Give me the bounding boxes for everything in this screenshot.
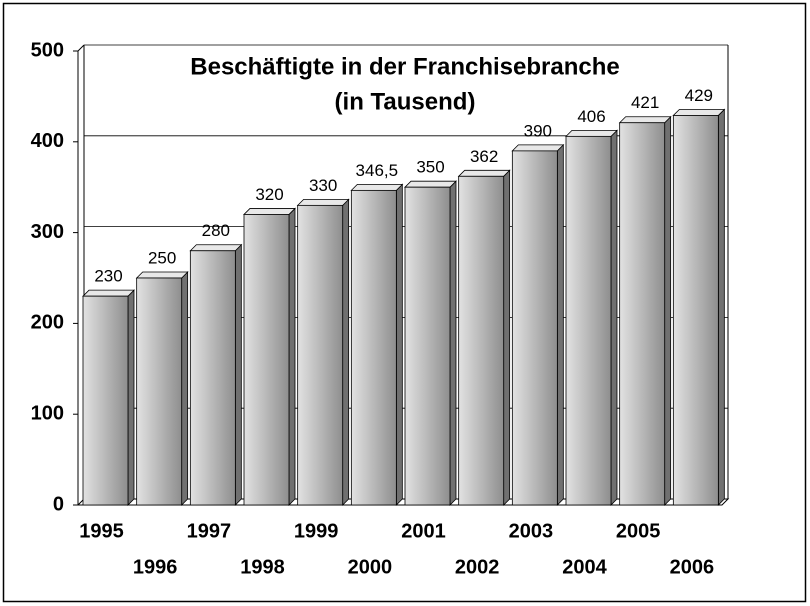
x-tick-label: 2002 [455, 556, 500, 578]
bar [565, 135, 612, 506]
value-label: 350 [416, 158, 444, 177]
bar-top [404, 180, 457, 188]
bar-top [511, 144, 565, 152]
bar-top [565, 129, 618, 137]
x-tick-label: 2001 [401, 520, 446, 542]
value-label: 346,5 [356, 161, 399, 180]
y-tick-label: 300 [31, 221, 64, 243]
value-label: 390 [524, 121, 552, 140]
bar-side [664, 115, 672, 506]
bar-top [82, 289, 135, 297]
bar-side [342, 198, 350, 506]
value-label: 406 [577, 107, 605, 126]
bar [82, 295, 129, 506]
value-label: 230 [94, 267, 122, 286]
bar [243, 214, 290, 506]
value-label: 330 [309, 176, 337, 195]
y-tick-label: 100 [31, 402, 64, 424]
value-label: 320 [255, 185, 283, 204]
value-label: 250 [148, 248, 176, 267]
bar-top [618, 116, 672, 124]
y-axis-depth [77, 44, 85, 52]
bar-top [243, 208, 296, 215]
bar-side [610, 129, 618, 506]
bar [458, 175, 505, 506]
bar-side [395, 183, 403, 506]
bar-top [457, 169, 511, 177]
x-tick-label: 1998 [240, 556, 285, 578]
y-tick-label: 500 [31, 39, 64, 61]
bar-side [449, 180, 457, 506]
bar-side [717, 108, 725, 506]
chart-title: Beschäftigte in der Franchisebranche [190, 53, 619, 80]
x-tick-label: 1996 [133, 556, 178, 578]
bar-side [288, 207, 296, 506]
value-label: 429 [685, 86, 713, 105]
y-tick-label: 200 [31, 312, 64, 334]
x-tick-label: 2003 [509, 520, 554, 542]
bar-top [135, 271, 189, 279]
bar-side [556, 143, 564, 506]
bar [619, 122, 666, 506]
value-label: 362 [470, 147, 498, 166]
value-label: 421 [631, 93, 659, 112]
x-tick-label: 2006 [670, 556, 715, 578]
bar [136, 277, 183, 506]
bar-side [127, 289, 135, 506]
x-tick-label: 2000 [348, 556, 393, 578]
bar-top [296, 198, 350, 206]
y-tick-label: 400 [31, 130, 64, 152]
bar [404, 186, 451, 506]
x-tick-label: 1997 [187, 520, 232, 542]
bar [189, 250, 236, 506]
x-tick-label: 2005 [616, 520, 661, 542]
bar [511, 150, 558, 506]
y-tick-label: 0 [53, 493, 64, 515]
value-label: 280 [202, 221, 230, 240]
bar [672, 115, 719, 506]
bar-top [672, 109, 726, 116]
chart-title: (in Tausend) [335, 88, 476, 115]
x-tick-label: 1999 [294, 520, 339, 542]
bar-top [350, 183, 404, 191]
bar-side [503, 169, 511, 506]
title-box [112, 48, 698, 123]
x-tick-label: 1995 [79, 520, 124, 542]
bar [297, 204, 344, 506]
bar-side [181, 271, 189, 506]
bar-top [189, 244, 243, 252]
x-tick-label: 2004 [562, 556, 607, 578]
bar-side [234, 243, 242, 506]
floor [76, 498, 730, 506]
bar [350, 189, 397, 506]
